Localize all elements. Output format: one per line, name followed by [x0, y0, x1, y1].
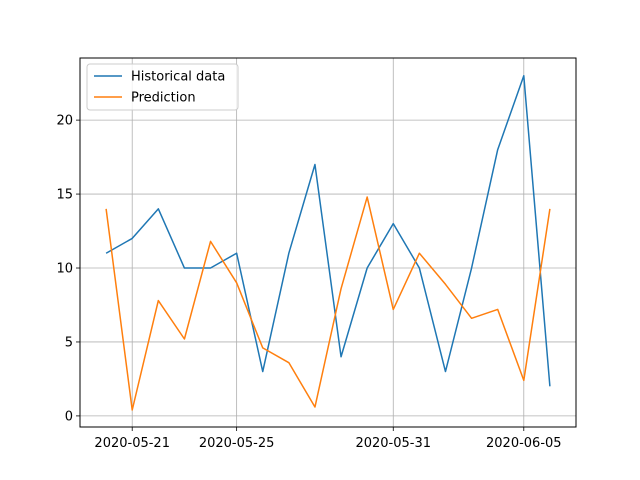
series-line-prediction [105, 196, 551, 411]
legend-box [86, 63, 239, 111]
axis-ticks: 2020-05-21 2020-05-25 2020-05-31 2020-06-05… [56, 114, 561, 451]
y-tick-label: 0 [65, 409, 73, 424]
legend: Historical data Prediction [86, 63, 239, 111]
y-tick-label: 15 [56, 188, 73, 203]
x-tick-label: 2020-05-21 [94, 436, 170, 451]
plot-frame [79, 57, 577, 428]
x-tick-label: 2020-05-31 [355, 436, 431, 451]
y-tick-label: 10 [56, 262, 73, 277]
series-line-historical-data [105, 75, 551, 387]
y-tick-label: 5 [65, 335, 73, 350]
x-tick-label: 2020-05-25 [199, 436, 275, 451]
legend-label: Historical data [131, 70, 225, 85]
series-lines [105, 75, 551, 411]
grid [80, 58, 576, 427]
y-tick-label: 20 [56, 114, 73, 129]
x-tick-label: 2020-06-05 [486, 436, 562, 451]
legend-label: Prediction [131, 91, 196, 106]
